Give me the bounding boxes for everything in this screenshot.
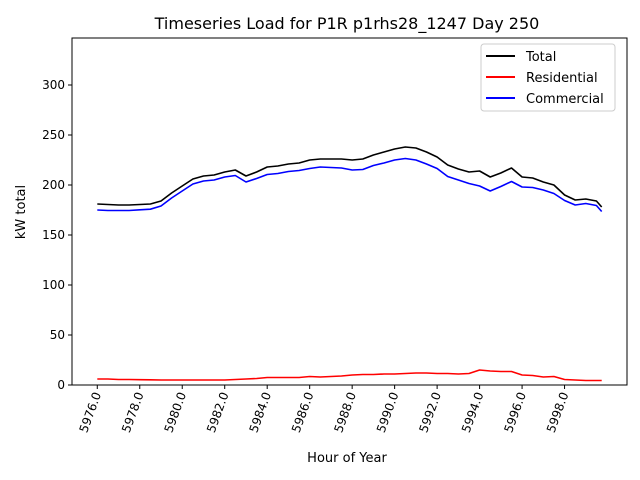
y-tick-label: 0 <box>57 378 65 392</box>
x-tick-label: 5980.0 <box>162 390 190 434</box>
x-tick-label: 5976.0 <box>77 390 105 434</box>
x-tick-label: 5990.0 <box>374 390 402 434</box>
legend-label-commercial: Commercial <box>526 92 604 107</box>
legend-box <box>480 43 616 112</box>
x-tick-label: 5996.0 <box>501 390 529 434</box>
x-axis-ticks: 5976.0 5978.0 5980.0 5982.0 5984.0 5986.0 5988… <box>77 385 572 434</box>
x-tick-label: 5986.0 <box>289 390 317 434</box>
y-tick-label: 100 <box>42 278 65 292</box>
chart-title: Timeseries Load for P1R p1rhs28_1247 Day… <box>154 14 540 34</box>
y-axis-ticks: 0 50 100 150 200 250 300 <box>42 78 72 392</box>
legend-label-total: Total <box>525 50 556 65</box>
x-tick-label: 5984.0 <box>246 390 274 434</box>
x-axis-label: Hour of Year <box>307 451 387 466</box>
y-tick-label: 150 <box>42 228 65 242</box>
x-tick-label: 5982.0 <box>204 390 232 434</box>
series-line-commercial <box>97 157 603 213</box>
legend: Total Residential Commercial <box>480 43 616 112</box>
series-lines <box>97 146 603 382</box>
x-tick-label: 5994.0 <box>459 390 487 434</box>
x-tick-label: 5978.0 <box>119 390 147 434</box>
y-axis-label: kW total <box>14 185 29 239</box>
legend-label-residential: Residential <box>526 71 598 86</box>
x-tick-label: 5998.0 <box>544 390 572 434</box>
series-line-total <box>97 146 603 208</box>
series-line-residential <box>97 369 602 382</box>
y-tick-label: 250 <box>42 128 65 142</box>
y-tick-label: 300 <box>42 78 65 92</box>
plot-frame <box>71 37 628 386</box>
y-tick-label: 200 <box>42 178 65 192</box>
x-tick-label: 5988.0 <box>331 390 359 434</box>
y-tick-label: 50 <box>50 328 65 342</box>
x-tick-label: 5992.0 <box>416 390 444 434</box>
